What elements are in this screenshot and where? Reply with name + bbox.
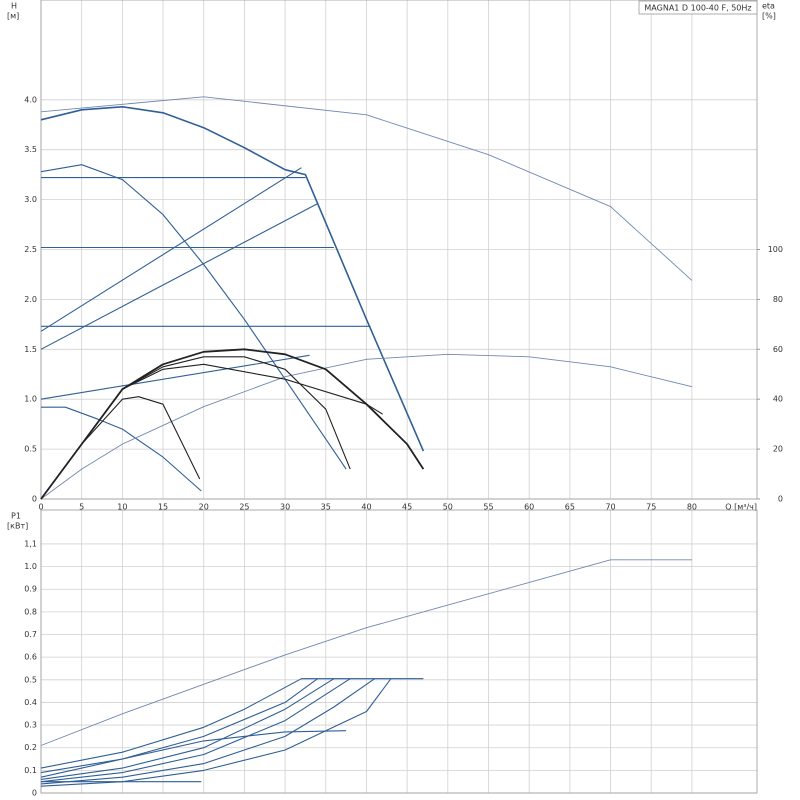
y-axis-unit: [м]: [7, 12, 19, 21]
curve: [40, 678, 318, 774]
curve: [40, 356, 351, 500]
y-tick-label: 1.0: [24, 395, 37, 404]
x-tick-label: 25: [239, 503, 249, 512]
y-tick-label: 2.0: [24, 295, 37, 304]
y-tick-label: 0: [32, 495, 37, 504]
x-tick-label: 30: [280, 503, 290, 512]
y-tick-label: 0.6: [24, 653, 37, 662]
curve: [40, 730, 347, 778]
curve: [40, 678, 351, 783]
curve: [40, 678, 375, 785]
y-axis-unit: [кВт]: [7, 522, 28, 531]
x-tick-label: 10: [117, 503, 127, 512]
y-tick-label: 1,1: [24, 539, 37, 548]
curve: [40, 96, 693, 281]
y2-tick-label: 0: [778, 495, 783, 504]
y-tick-label: 0.5: [24, 445, 37, 454]
x-tick-label: 35: [321, 503, 331, 512]
y-tick-label: 0.4: [24, 698, 37, 707]
curve: [40, 396, 201, 500]
plot-frame: [40, 0, 758, 500]
x-tick-label: 0: [38, 503, 43, 512]
y-tick-label: 2.5: [24, 245, 37, 254]
y-tick-label: 0.8: [24, 607, 37, 616]
curve: [40, 678, 392, 787]
y2-tick-label: 100: [768, 245, 783, 254]
curve: [40, 164, 347, 470]
y-axis-label: P1: [11, 512, 21, 521]
y-tick-label: 0.2: [24, 743, 37, 752]
y-tick-label: 1.0: [24, 562, 37, 571]
curve: [40, 678, 424, 769]
curve: [40, 559, 692, 746]
y-tick-label: 1.5: [24, 345, 37, 354]
curve: [40, 353, 693, 500]
x-tick-label: 20: [199, 503, 209, 512]
plot-frame: [40, 509, 758, 794]
y2-tick-label: 60: [773, 345, 783, 354]
curve: [40, 678, 335, 780]
y-tick-label: 0.9: [24, 585, 37, 594]
chart-title: MAGNA1 D 100-40 F, 50Hz: [644, 4, 751, 13]
curve: [40, 203, 318, 350]
curve: [40, 167, 302, 332]
y-axis-label: H: [11, 2, 17, 11]
y2-tick-label: 40: [773, 395, 783, 404]
x-tick-label: 40: [361, 503, 371, 512]
y2-axis-label: eta: [762, 2, 775, 11]
x-tick-label: 70: [605, 503, 615, 512]
y2-tick-label: 80: [773, 295, 783, 304]
x-tick-label: 5: [79, 503, 84, 512]
x-tick-label: 50: [443, 503, 453, 512]
curve: [40, 348, 425, 500]
y-tick-label: 0.1: [24, 766, 37, 775]
x-tick-label: 55: [483, 503, 493, 512]
curve: [40, 363, 383, 500]
x-tick-label: 60: [524, 503, 534, 512]
title-box: [638, 0, 758, 15]
y-tick-label: 0.3: [24, 721, 37, 730]
y2-axis-unit: [%]: [762, 12, 776, 21]
x-tick-label: 65: [565, 503, 575, 512]
y-tick-label: 0.5: [24, 675, 37, 684]
curve: [40, 354, 310, 400]
x-tick-label: 45: [402, 503, 412, 512]
y-tick-label: 3.0: [24, 195, 37, 204]
curve: [41, 406, 202, 492]
y-tick-label: 0: [32, 789, 37, 798]
x-tick-label: 80: [687, 503, 697, 512]
y-tick-label: 0.7: [24, 630, 37, 639]
y-tick-label: 4.0: [24, 95, 37, 104]
curve: [40, 106, 425, 452]
y2-tick-label: 20: [773, 445, 783, 454]
y-tick-label: 3.5: [24, 145, 37, 154]
x-tick-label: 75: [646, 503, 656, 512]
x-axis-label: Q [м³/ч]: [725, 503, 757, 512]
x-tick-label: 15: [158, 503, 168, 512]
